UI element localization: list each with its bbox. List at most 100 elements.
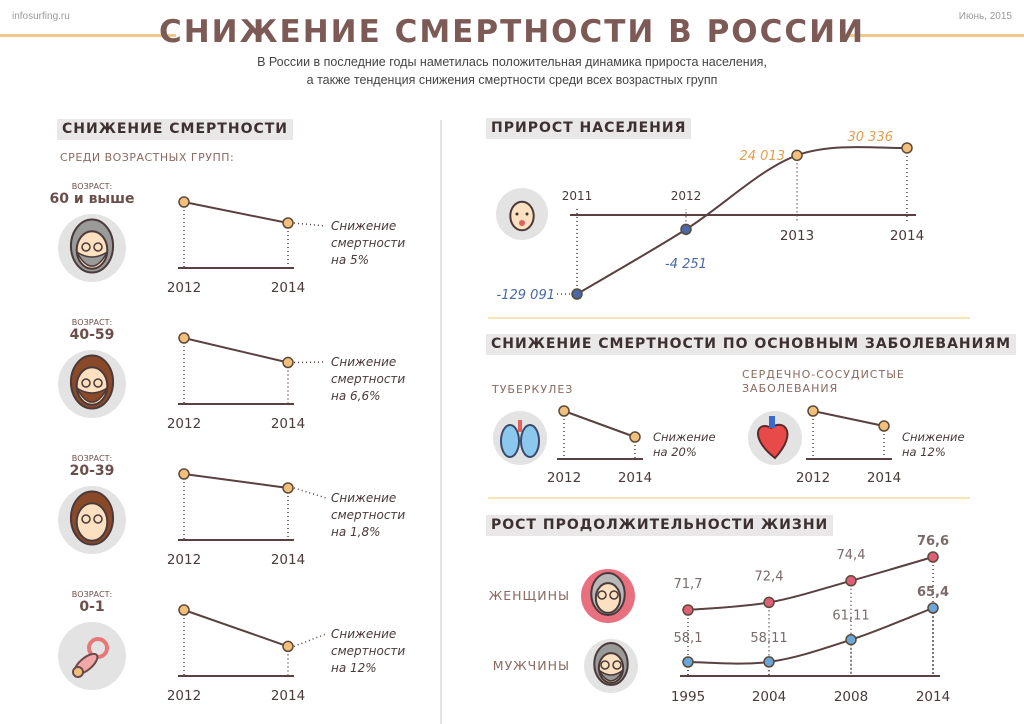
series-label: МУЖЧИНЫ — [493, 658, 570, 673]
leader-line — [293, 487, 327, 499]
page-title: СНИЖЕНИЕ СМЕРТНОСТИ В РОССИИ — [158, 14, 866, 50]
age-value: 20-39 — [70, 463, 115, 479]
heart-icon — [748, 411, 802, 465]
section-title-population: ПРИРОСТ НАСЕЛЕНИЯ — [486, 118, 692, 139]
leader-line — [293, 222, 327, 227]
old-man-avatar-icon — [58, 214, 126, 282]
eye — [515, 212, 519, 216]
annotation: смертности — [331, 372, 405, 386]
age-value: 40-59 — [70, 327, 115, 343]
annotation: Снижение — [331, 219, 396, 233]
age-caption: ВОЗРАСТ: — [72, 590, 112, 599]
data-point — [629, 431, 641, 443]
data-label: 24 013 — [740, 149, 786, 164]
x-tick-label: 2012 — [796, 470, 830, 486]
series-line — [563, 410, 636, 438]
data-label: 30 336 — [848, 130, 894, 145]
publish-date: Июнь, 2015 — [958, 11, 1012, 22]
series-line — [812, 410, 885, 427]
age-value: 0-1 — [79, 599, 104, 615]
pacifier-icon — [58, 622, 126, 690]
age-value: 60 и выше — [50, 191, 135, 207]
annotation: смертности — [331, 644, 405, 658]
life-curve — [687, 556, 934, 611]
data-point — [763, 656, 775, 668]
data-point — [282, 482, 294, 494]
data-label: -129 091 — [497, 288, 555, 303]
annotation: на 12% — [902, 445, 946, 459]
x-tick-label: 2012 — [167, 280, 201, 296]
age-caption: ВОЗРАСТ: — [72, 454, 112, 463]
artery — [769, 416, 775, 428]
data-point — [901, 142, 913, 154]
data-label: 58,1 — [674, 631, 703, 646]
glasses — [81, 514, 91, 524]
x-tick-label: 2014 — [271, 280, 305, 296]
data-label: 58,11 — [750, 631, 787, 646]
disease-title: ТУБЕРКУЛЕЗ — [491, 383, 573, 396]
lung-right — [520, 424, 540, 458]
eye — [525, 212, 529, 216]
x-tick-label: 2008 — [834, 689, 868, 705]
data-point — [927, 551, 939, 563]
data-point — [178, 196, 190, 208]
population-curve — [576, 146, 908, 295]
series-line — [183, 201, 289, 224]
old-man-avatar-icon — [584, 639, 638, 693]
data-point — [282, 356, 294, 369]
data-label: -4 251 — [665, 257, 707, 272]
x-tick-label: 2012 — [671, 189, 702, 203]
glasses — [597, 590, 607, 600]
annotation: на 5% — [331, 253, 369, 267]
data-label: 65,4 — [917, 585, 949, 600]
subtitle-line: а также тенденция снижения смертности ср… — [306, 73, 718, 87]
data-point — [845, 575, 857, 587]
x-tick-label: 2014 — [271, 552, 305, 568]
glasses — [81, 242, 91, 252]
lung-left — [500, 424, 520, 458]
data-point — [927, 602, 939, 614]
data-point — [682, 656, 694, 668]
annotation: смертности — [331, 236, 405, 250]
data-point — [178, 604, 190, 616]
data-point — [791, 149, 803, 162]
old-woman-avatar-icon — [581, 569, 635, 623]
age-caption: ВОЗРАСТ: — [72, 318, 112, 327]
x-tick-label: 2014 — [890, 228, 924, 244]
disease-title: ЗАБОЛЕВАНИЯ — [742, 382, 838, 395]
annotation: Снижение — [331, 491, 396, 505]
section-title-diseases: СНИЖЕНИЕ СМЕРТНОСТИ ПО ОСНОВНЫМ ЗАБОЛЕВА… — [486, 334, 1017, 355]
data-point — [282, 640, 294, 653]
series-line — [183, 337, 289, 364]
lungs-icon — [493, 411, 547, 465]
series-label: ЖЕНЩИНЫ — [489, 588, 570, 603]
annotation: Снижение — [653, 430, 716, 444]
leader-line — [293, 361, 327, 364]
data-point — [682, 604, 694, 616]
title-rule-left — [0, 34, 176, 37]
x-tick-label: 2012 — [547, 470, 581, 486]
x-tick-label: 2014 — [271, 688, 305, 704]
young-man-avatar-icon — [58, 486, 126, 554]
data-point — [680, 223, 692, 236]
section-subtitle: СРЕДИ ВОЗРАСТНЫХ ГРУПП: — [60, 151, 235, 164]
section-title-mortality: СНИЖЕНИЕ СМЕРТНОСТИ — [57, 119, 294, 140]
data-point — [178, 332, 190, 344]
data-point — [878, 420, 890, 432]
data-point — [178, 468, 190, 480]
glasses — [93, 242, 103, 252]
glasses — [93, 514, 103, 524]
data-point — [763, 596, 775, 609]
x-tick-label: 2014 — [618, 470, 652, 486]
section-title-life: РОСТ ПРОДОЛЖИТЕЛЬНОСТИ ЖИЗНИ — [486, 515, 834, 536]
data-point — [845, 633, 857, 646]
glasses — [600, 660, 610, 670]
data-point — [807, 405, 819, 417]
annotation: на 12% — [331, 661, 377, 675]
x-tick-label: 2011 — [562, 189, 593, 203]
glasses — [93, 378, 103, 388]
bearded-man-avatar-icon — [58, 350, 126, 418]
life-curve — [687, 607, 934, 665]
beard — [76, 387, 108, 403]
data-point — [571, 288, 583, 300]
